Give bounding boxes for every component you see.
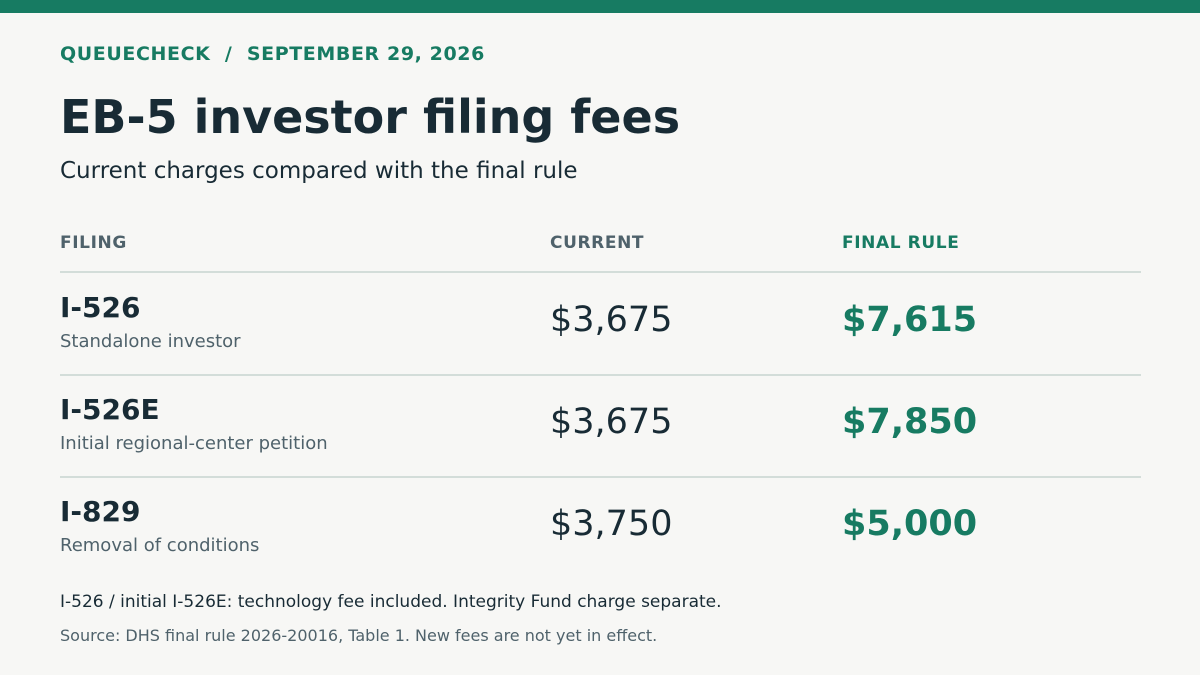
current-fee: $3,675 [550, 300, 673, 340]
top-accent-bar [0, 0, 1200, 13]
final-rule-fee: $7,850 [842, 402, 978, 442]
final-rule-fee: $5,000 [842, 504, 978, 544]
footnote: I-526 / initial I-526E: technology fee i… [60, 592, 722, 612]
row-divider [60, 476, 1141, 478]
table-row: I-526E Initial regional-center petition … [0, 378, 1200, 478]
filing-code: I-526 [60, 291, 141, 324]
kicker-dateline: QUEUECHECK / SEPTEMBER 29, 2026 [60, 43, 485, 65]
header-divider [60, 271, 1141, 273]
table-row: I-526 Standalone investor $3,675 $7,615 [0, 276, 1200, 376]
column-header-final-rule: FINAL RULE [842, 233, 960, 253]
page-title: EB-5 investor filing fees [60, 90, 681, 144]
filing-description: Initial regional-center petition [60, 433, 328, 454]
filing-code: I-829 [60, 495, 141, 528]
current-fee: $3,750 [550, 504, 673, 544]
filing-description: Standalone investor [60, 331, 241, 352]
source-note: Source: DHS final rule 2026-20016, Table… [60, 626, 658, 645]
current-fee: $3,675 [550, 402, 673, 442]
column-header-filing: FILING [60, 233, 127, 253]
page-subtitle: Current charges compared with the final … [60, 158, 578, 184]
filing-code: I-526E [60, 393, 160, 426]
filing-description: Removal of conditions [60, 535, 260, 556]
table-row: I-829 Removal of conditions $3,750 $5,00… [0, 480, 1200, 580]
column-header-current: CURRENT [550, 233, 645, 253]
row-divider [60, 374, 1141, 376]
final-rule-fee: $7,615 [842, 300, 978, 340]
